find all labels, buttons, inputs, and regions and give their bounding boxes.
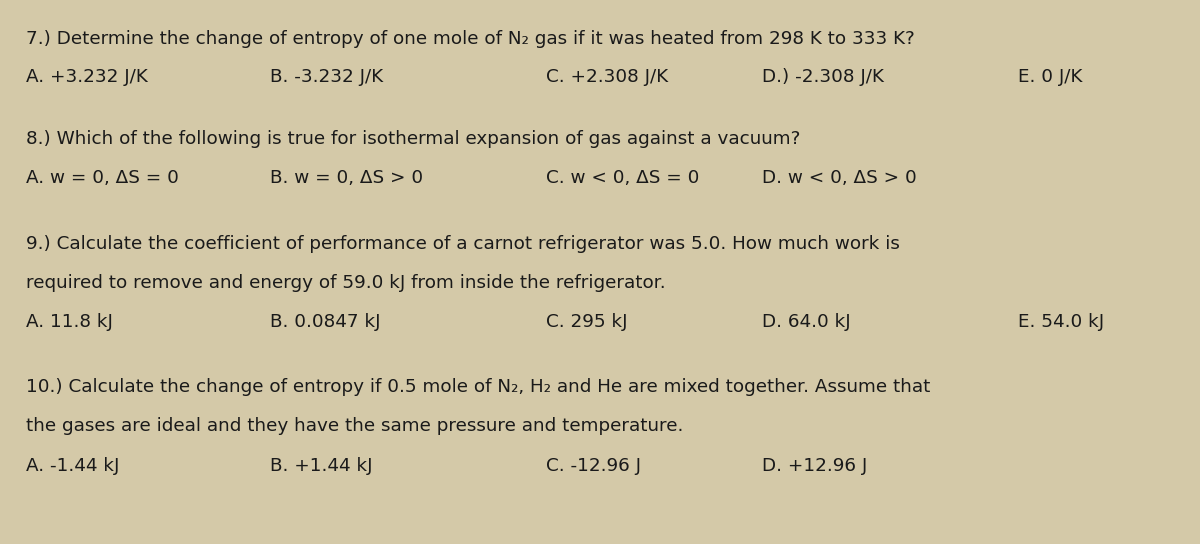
Text: A. +3.232 J/K: A. +3.232 J/K [26,68,148,86]
Text: A. w = 0, ΔS = 0: A. w = 0, ΔS = 0 [26,169,179,188]
Text: the gases are ideal and they have the same pressure and temperature.: the gases are ideal and they have the sa… [26,417,684,436]
Text: E. 54.0 kJ: E. 54.0 kJ [1018,313,1104,331]
Text: B. 0.0847 kJ: B. 0.0847 kJ [270,313,380,331]
Text: D.) -2.308 J/K: D.) -2.308 J/K [762,68,884,86]
Text: 10.) Calculate the change of entropy if 0.5 mole of N₂, H₂ and He are mixed toge: 10.) Calculate the change of entropy if … [26,378,931,397]
Text: D. +12.96 J: D. +12.96 J [762,456,868,475]
Text: 7.) Determine the change of entropy of one mole of N₂ gas if it was heated from : 7.) Determine the change of entropy of o… [26,30,916,48]
Text: D. 64.0 kJ: D. 64.0 kJ [762,313,851,331]
Text: D. w < 0, ΔS > 0: D. w < 0, ΔS > 0 [762,169,917,188]
Text: C. -12.96 J: C. -12.96 J [546,456,641,475]
Text: B. w = 0, ΔS > 0: B. w = 0, ΔS > 0 [270,169,424,188]
Text: A. -1.44 kJ: A. -1.44 kJ [26,456,120,475]
Text: E. 0 J/K: E. 0 J/K [1018,68,1082,86]
Text: C. w < 0, ΔS = 0: C. w < 0, ΔS = 0 [546,169,700,188]
Text: 8.) Which of the following is true for isothermal expansion of gas against a vac: 8.) Which of the following is true for i… [26,129,800,148]
Text: C. 295 kJ: C. 295 kJ [546,313,628,331]
Text: 9.) Calculate the coefficient of performance of a carnot refrigerator was 5.0. H: 9.) Calculate the coefficient of perform… [26,234,900,253]
Text: required to remove and energy of 59.0 kJ from inside the refrigerator.: required to remove and energy of 59.0 kJ… [26,274,666,292]
Text: A. 11.8 kJ: A. 11.8 kJ [26,313,113,331]
Text: B. -3.232 J/K: B. -3.232 J/K [270,68,383,86]
Text: B. +1.44 kJ: B. +1.44 kJ [270,456,372,475]
Text: C. +2.308 J/K: C. +2.308 J/K [546,68,668,86]
